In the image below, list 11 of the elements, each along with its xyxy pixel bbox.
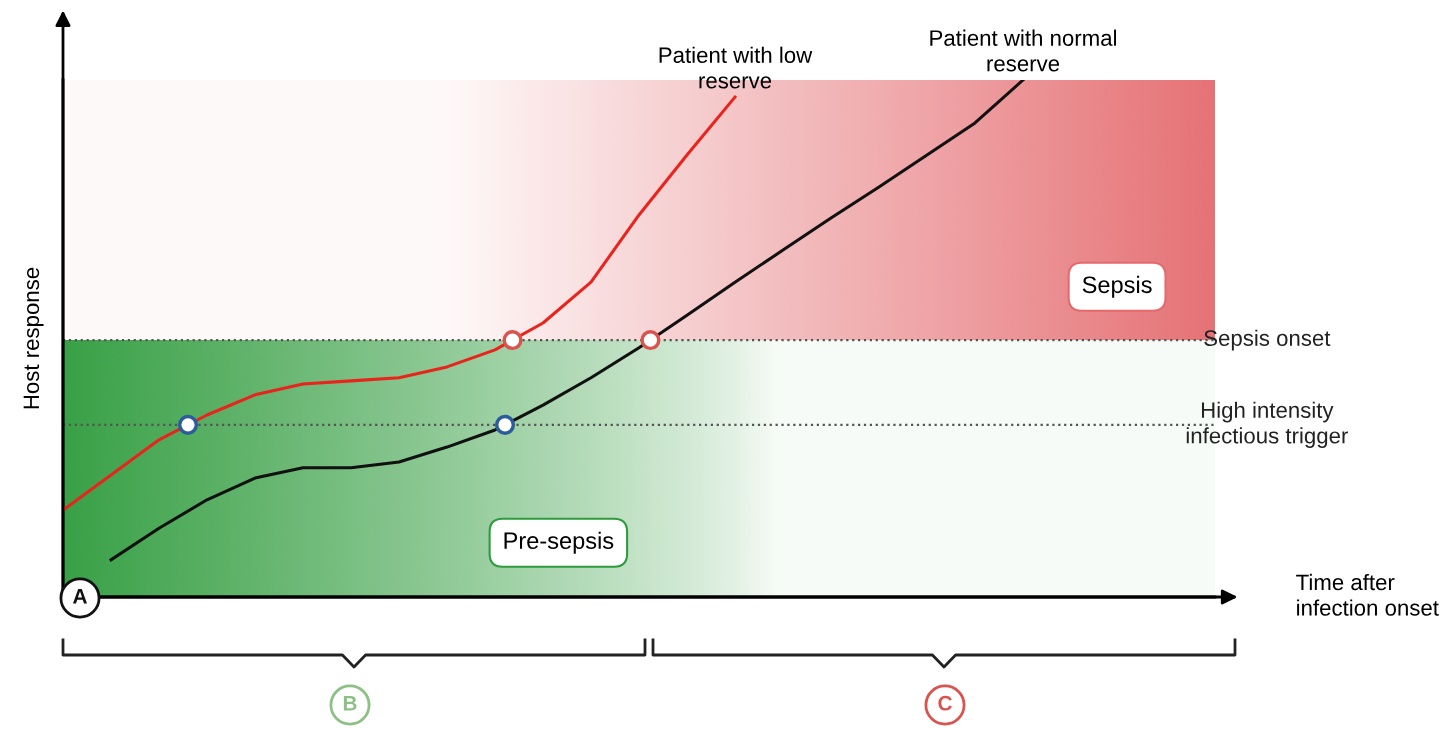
y-axis-title: Host response [23,267,44,409]
ref-line-label: High intensity infectious trigger [1186,401,1348,448]
ref-line-label: Sepsis onset [1204,329,1331,351]
series-label: Patient with normal reserve [930,29,1117,72]
band-label: Pre-sepsis [504,531,614,554]
text: B [343,696,357,711]
band-label: Sepsis [1082,275,1152,298]
x-axis-title: Time after infection onset [1296,573,1439,616]
series-label: Patient with low reserve [659,46,813,89]
annotation: A [72,589,87,604]
text: C [938,695,952,711]
